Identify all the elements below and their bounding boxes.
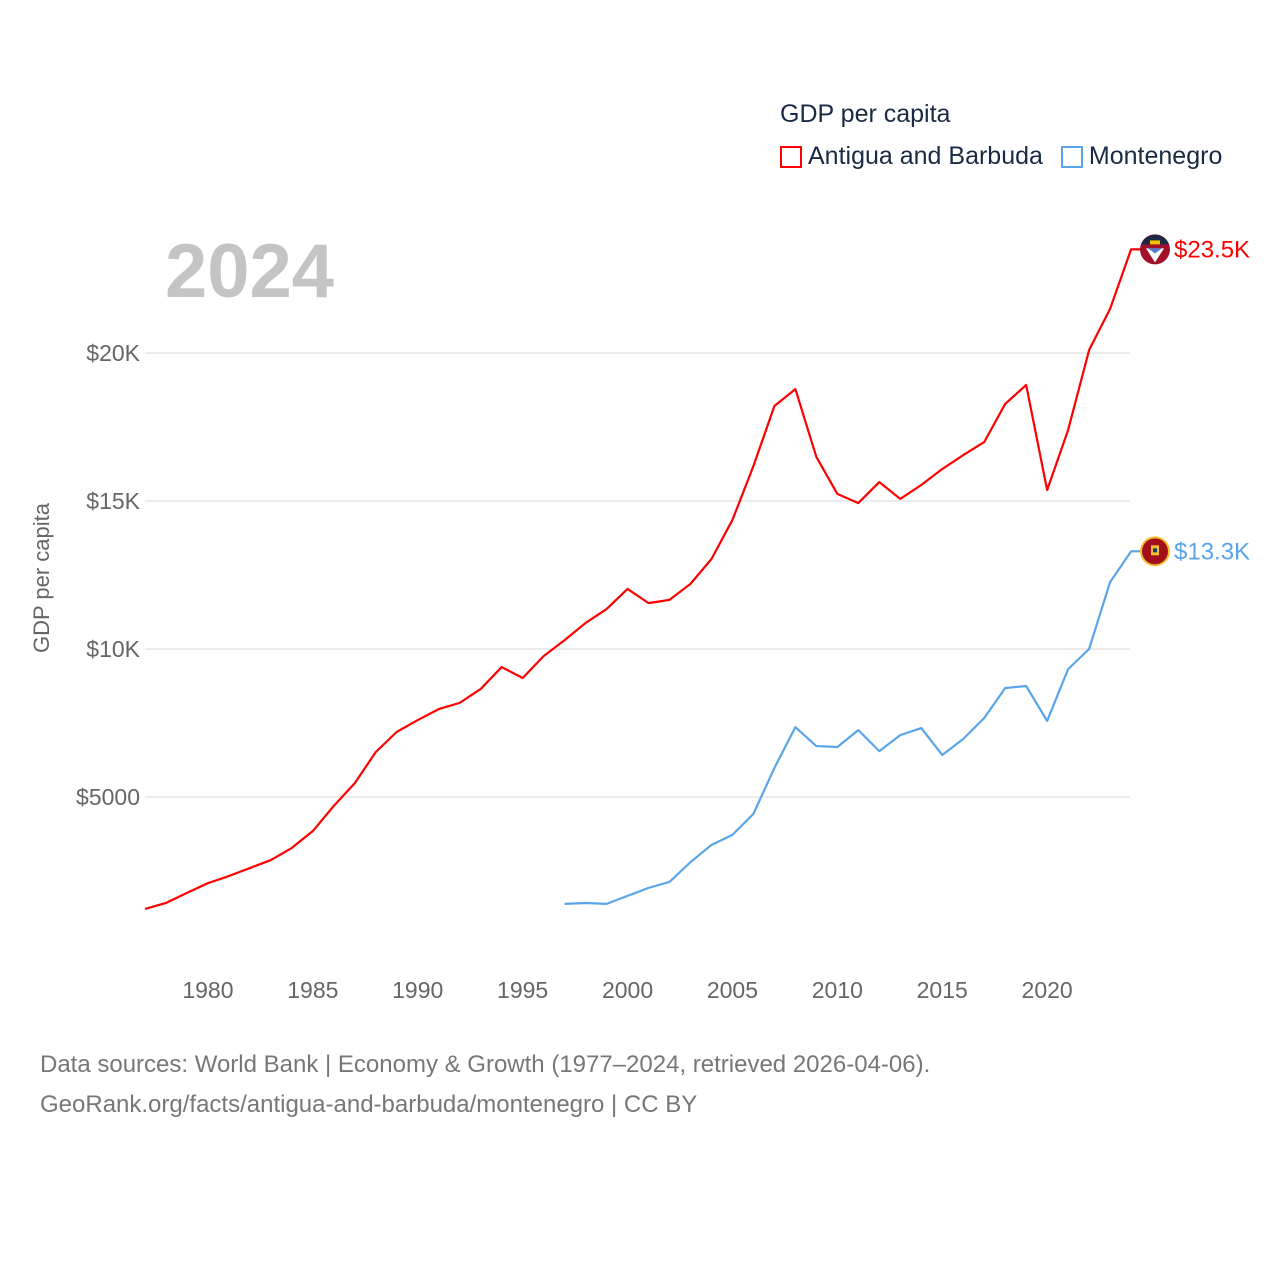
x-tick-label: 2000 [602,977,653,1003]
legend-swatch [1060,145,1083,168]
year-label: 2024 [165,229,335,314]
legend-item-antigua[interactable]: Antigua and Barbuda [780,142,1043,171]
end-value-label: $23.5K [1174,236,1250,263]
y-tick-label: $10K [86,636,140,662]
source-note: Data sources: World Bank | Economy & Gro… [40,1045,930,1125]
series-line-0 [144,248,1142,910]
x-tick-label: 1995 [497,977,548,1003]
source-line-2[interactable]: GeoRank.org/facts/antigua-and-barbuda/mo… [40,1091,698,1118]
source-line-1: Data sources: World Bank | Economy & Gro… [40,1051,931,1078]
end-value-label: $13.3K [1174,538,1250,565]
series-line-1 [564,550,1142,905]
x-tick-label: 2010 [812,977,863,1003]
legend-label: Antigua and Barbuda [808,142,1043,170]
legend-label: Montenegro [1088,142,1223,170]
legend-swatch [780,145,802,168]
x-tick-label: 2005 [707,977,758,1003]
x-tick-label: 1985 [287,977,338,1003]
legend-item-montenegro[interactable]: Montenegro [1060,142,1223,171]
x-tick-label: 2015 [917,977,968,1003]
legend: Antigua and Barbuda Montenegro [780,142,1222,171]
x-tick-label: 1980 [182,977,233,1003]
x-tick-label: 1990 [392,977,443,1003]
legend-title: GDP per capita [780,100,951,128]
y-tick-label: $15K [86,488,140,514]
y-tick-label: $5000 [76,784,140,810]
x-tick-label: 2020 [1022,977,1073,1003]
y-tick-label: $20K [86,340,140,366]
antigua-flag-icon [1140,234,1170,265]
montenegro-flag-icon [1140,536,1170,567]
